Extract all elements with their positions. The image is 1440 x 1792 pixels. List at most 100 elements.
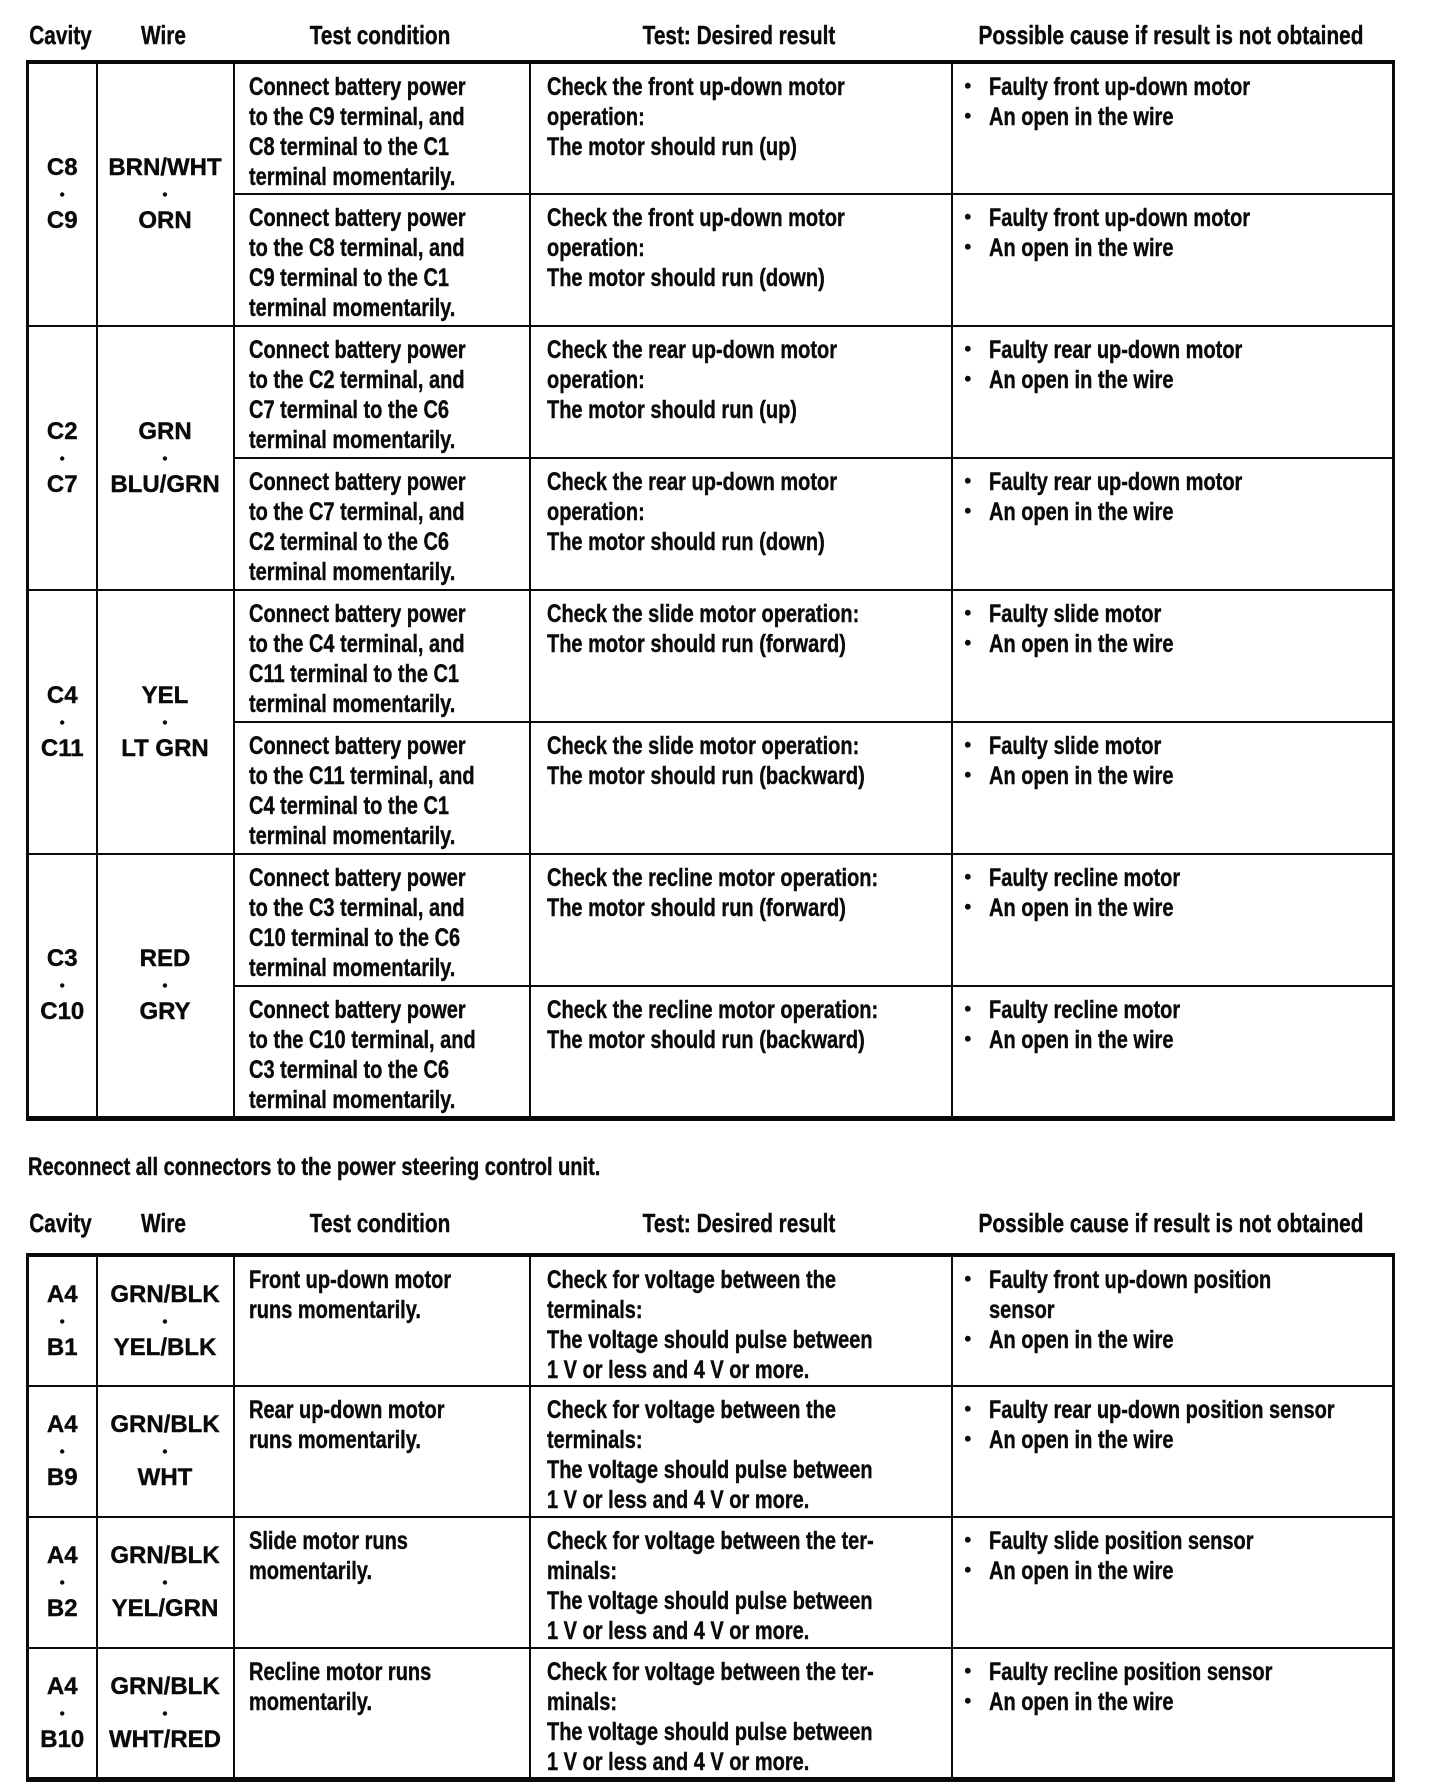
table-row: C2 • C7 GRN • BLU/GRN Connect battery power … <box>26 325 1395 591</box>
desired-result-cell: Check for voltage between the terminals:… <box>528 1254 953 1387</box>
cause-item: • Faulty rear up-down motor <box>964 336 1242 364</box>
desired-result-cell: Check the rear up-down motor operation: … <box>528 457 953 591</box>
separator-dot-icon: • <box>59 186 65 202</box>
wire-top: GRN/BLK <box>110 1280 220 1308</box>
cause-item: • Faulty recline motor <box>964 864 1180 892</box>
desired-result-cell: Check for voltage between the ter- minal… <box>528 1647 953 1781</box>
separator-dot-icon: • <box>59 1574 65 1590</box>
bullet-icon: • <box>964 369 972 390</box>
table-row: C8 • C9 BRN/WHT • ORN Connect battery power … <box>26 61 1395 327</box>
bullet-icon: • <box>964 1691 972 1712</box>
bullet-icon: • <box>964 501 972 522</box>
possible-cause-cell: • Faulty front up-down position sensor • A… <box>950 1254 1395 1387</box>
cause-item: • An open in the wire <box>964 1557 1173 1585</box>
cavity-bottom: B1 <box>46 1333 78 1361</box>
cause-item: • Faulty slide position sensor <box>964 1527 1253 1555</box>
bullet-icon: • <box>964 1269 972 1290</box>
wire-cell: GRN/BLK • YEL/GRN <box>95 1516 235 1649</box>
wire-cell: GRN/BLK • YEL/BLK <box>95 1254 235 1387</box>
cavity-cell: C3 • C10 <box>26 853 98 1119</box>
wire-top: RED <box>139 944 191 972</box>
bullet-icon: • <box>964 1329 972 1350</box>
bullet-icon: • <box>964 207 972 228</box>
separator-dot-icon: • <box>59 1312 65 1329</box>
test-condition-cell: Connect battery power to the C4 terminal… <box>232 589 531 723</box>
cavity-top: A4 <box>46 1411 78 1438</box>
cavity-bottom: C11 <box>40 734 84 762</box>
possible-cause-cell: • Faulty recline motor • An open in the wi… <box>950 853 1395 987</box>
possible-cause-cell: • Faulty rear up-down motor • An open in t… <box>950 457 1395 591</box>
cause-item: • Faulty slide motor <box>964 732 1161 760</box>
desired-result-cell: Check the recline motor operation: The m… <box>528 853 953 987</box>
bullet-icon: • <box>964 1560 972 1581</box>
bullet-icon: • <box>964 897 972 918</box>
possible-cause-cell: • Faulty slide motor • An open in the wire <box>950 589 1395 723</box>
bullet-icon: • <box>964 106 972 127</box>
col-header-test-condition: Test condition <box>309 1208 451 1238</box>
wire-cell: GRN/BLK • WHT <box>95 1385 235 1518</box>
possible-cause-cell: • Faulty slide position sensor • An open i… <box>950 1516 1395 1649</box>
cause-item: • Faulty rear up-down position sensor <box>964 1396 1335 1424</box>
bullet-icon: • <box>964 1029 972 1050</box>
cause-item: • Faulty front up-down motor <box>964 204 1250 232</box>
cavity-cell: A4 • B1 <box>26 1254 98 1387</box>
cause-item: • Faulty slide motor <box>964 600 1161 628</box>
table-row: A4 • B2 GRN/BLK • YEL/GRN Slide motor runs m… <box>26 1516 1395 1649</box>
cavity-bottom: B2 <box>46 1595 78 1622</box>
table-row: A4 • B1 GRN/BLK • YEL/BLK Front up-down moto… <box>26 1254 1395 1387</box>
separator-dot-icon: • <box>162 1574 168 1590</box>
separator-dot-icon: • <box>162 1443 168 1459</box>
cause-item: • Faulty front up-down position sensor <box>964 1266 1271 1324</box>
col-header-test-condition: Test condition <box>309 20 451 50</box>
bullet-icon: • <box>964 735 972 756</box>
wire-cell: YEL • LT GRN <box>95 589 235 855</box>
bullet-icon: • <box>964 1399 972 1420</box>
wire-bottom: YEL/BLK <box>113 1333 217 1361</box>
cavity-top: C2 <box>46 417 78 445</box>
cavity-top: A4 <box>46 1280 78 1308</box>
table-row: Connect battery power to the C8 terminal… <box>28 193 1395 327</box>
col-header-cavity: Cavity <box>29 20 92 50</box>
desired-result-cell: Check for voltage between the terminals:… <box>528 1385 953 1518</box>
wire-cell: BRN/WHT • ORN <box>95 61 235 327</box>
possible-cause-cell: • Faulty rear up-down position sensor • An… <box>950 1385 1395 1518</box>
possible-cause-cell: • Faulty front up-down motor • An open in … <box>950 61 1395 195</box>
wire-bottom: YEL/GRN <box>111 1595 219 1622</box>
separator-dot-icon: • <box>59 449 65 466</box>
cause-item: • An open in the wire <box>964 1026 1173 1054</box>
table-row: A4 • B9 GRN/BLK • WHT Rear up-down motor run… <box>26 1385 1395 1518</box>
cavity-top: A4 <box>46 1672 78 1700</box>
separator-dot-icon: • <box>162 1312 168 1329</box>
wire-cell: RED • GRY <box>95 853 235 1119</box>
cavity-cell: C4 • C11 <box>26 589 98 855</box>
bullet-icon: • <box>964 76 972 97</box>
cavity-top: C4 <box>46 681 78 709</box>
separator-dot-icon: • <box>162 449 168 466</box>
bullet-icon: • <box>964 1661 972 1682</box>
wire-bottom: WHT <box>137 1464 193 1491</box>
motor-test-table: C8 • C9 BRN/WHT • ORN Connect battery power … <box>26 60 1395 1121</box>
wire-cell: GRN • BLU/GRN <box>95 325 235 591</box>
wire-top: GRN/BLK <box>110 1411 220 1438</box>
cavity-cell: C2 • C7 <box>26 325 98 591</box>
cause-item: • An open in the wire <box>964 1688 1173 1716</box>
cavity-top: C3 <box>46 944 78 972</box>
cavity-bottom: C7 <box>46 470 78 498</box>
cause-item: • Faulty rear up-down motor <box>964 468 1242 496</box>
test-condition-cell: Connect battery power to the C2 terminal… <box>232 325 531 459</box>
cause-item: • An open in the wire <box>964 630 1173 658</box>
separator-dot-icon: • <box>59 976 65 993</box>
test-condition-cell: Connect battery power to the C11 termina… <box>232 721 531 855</box>
bullet-icon: • <box>964 1429 972 1450</box>
test-condition-cell: Connect battery power to the C7 terminal… <box>232 457 531 591</box>
separator-dot-icon: • <box>59 1704 65 1721</box>
cause-item: • An open in the wire <box>964 1426 1173 1454</box>
bullet-icon: • <box>964 765 972 786</box>
cause-item: • An open in the wire <box>964 103 1173 131</box>
cavity-cell: A4 • B2 <box>26 1516 98 1649</box>
position-sensor-test-table: A4 • B1 GRN/BLK • YEL/BLK Front up-down moto… <box>26 1253 1395 1782</box>
possible-cause-cell: • Faulty rear up-down motor • An open in t… <box>950 325 1395 459</box>
table2-column-headers: Cavity Wire Test condition Test: Desired… <box>26 1208 1392 1238</box>
desired-result-cell: Check the slide motor operation: The mot… <box>528 589 953 723</box>
col-header-possible-cause: Possible cause if result is not obtained <box>978 1208 1364 1238</box>
